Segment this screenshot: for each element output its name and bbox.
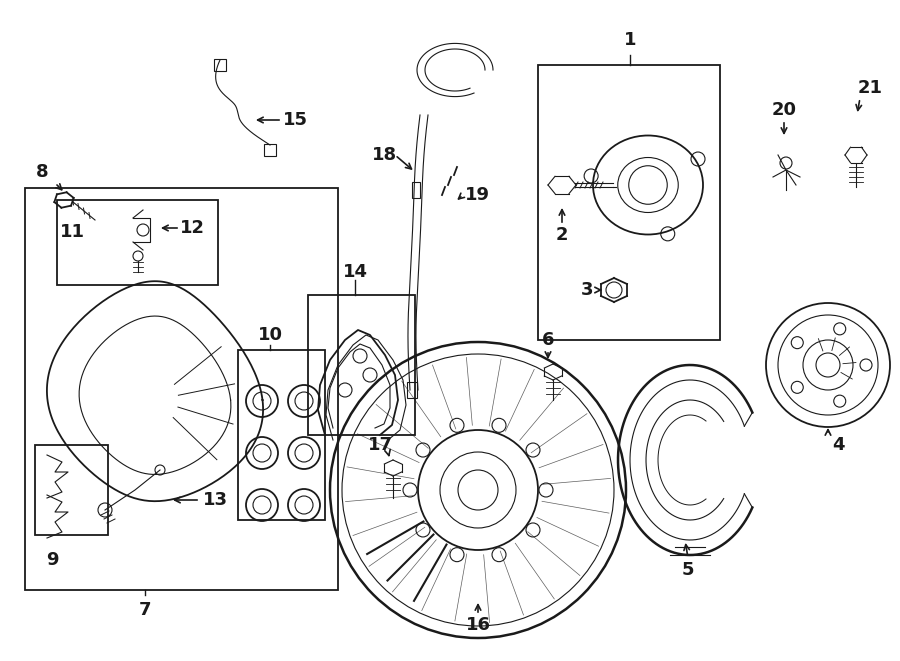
Bar [264, 144, 276, 156]
Text: 10: 10 [257, 326, 283, 344]
Bar [25, 188, 338, 590]
Bar [57, 200, 218, 285]
Text: 11: 11 [59, 223, 85, 241]
Text: 3: 3 [580, 281, 593, 299]
Text: 13: 13 [202, 491, 228, 509]
Text: 5: 5 [682, 561, 694, 579]
Text: 1: 1 [624, 31, 636, 49]
Bar [35, 445, 108, 535]
Text: 21: 21 [858, 79, 883, 97]
Text: 9: 9 [46, 551, 58, 569]
Text: 12: 12 [179, 219, 204, 237]
Bar [214, 59, 226, 71]
Text: 4: 4 [832, 436, 844, 454]
Bar [407, 382, 417, 398]
Text: 17: 17 [367, 436, 392, 454]
Text: 19: 19 [464, 186, 490, 204]
Text: 18: 18 [373, 146, 398, 164]
Bar [412, 182, 420, 198]
Text: 7: 7 [139, 601, 151, 619]
Text: 16: 16 [465, 616, 491, 634]
Text: 20: 20 [771, 101, 796, 119]
Text: 2: 2 [556, 226, 568, 244]
Bar [308, 295, 415, 435]
Text: 6: 6 [542, 331, 554, 349]
Text: 8: 8 [36, 163, 49, 181]
Text: 14: 14 [343, 263, 367, 281]
Text: 15: 15 [283, 111, 308, 129]
Bar [238, 350, 325, 520]
Bar [538, 65, 720, 340]
